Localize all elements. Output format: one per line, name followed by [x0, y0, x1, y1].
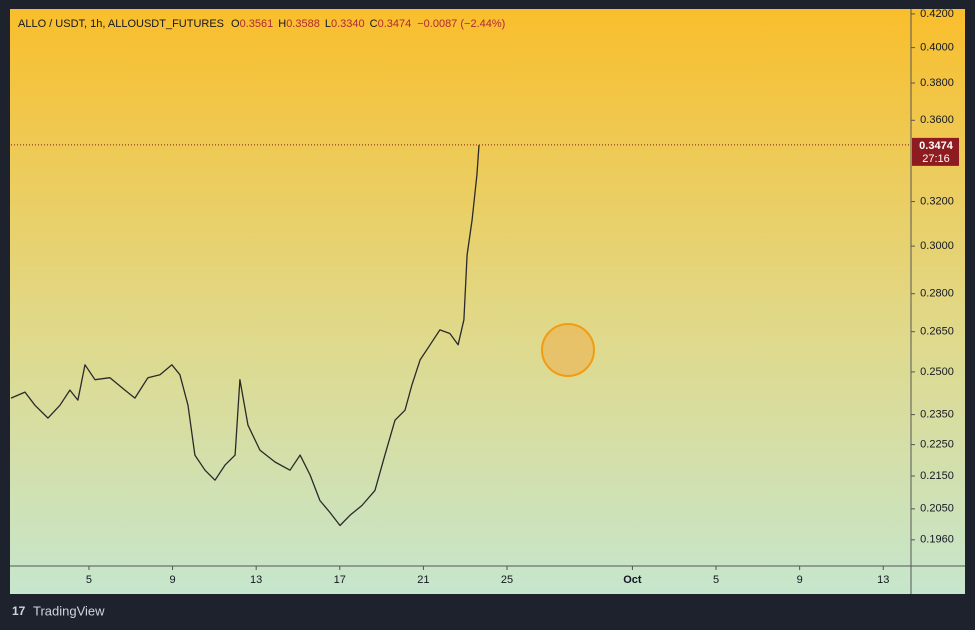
y-tick-label: 0.3600 [920, 114, 954, 126]
brand: TradingView [33, 603, 105, 618]
x-tick-label: Oct [623, 574, 642, 586]
x-tick-label: 13 [877, 574, 889, 586]
x-tick-label: 13 [250, 574, 262, 586]
highlight-circle [541, 323, 595, 377]
y-tick-label: 0.2350 [920, 409, 954, 421]
last-price-label: 0.3474 [919, 140, 954, 152]
y-tick-label: 0.1960 [920, 534, 954, 546]
x-tick-label: 5 [86, 574, 92, 586]
x-tick-label: 9 [170, 574, 176, 586]
y-tick-label: 0.2800 [920, 288, 954, 300]
y-tick-label: 0.3000 [920, 240, 954, 252]
y-tick-label: 0.4000 [920, 42, 954, 54]
y-tick-label: 0.3200 [920, 195, 954, 207]
x-tick-label: 9 [797, 574, 803, 586]
brand-logo: 17 [12, 604, 26, 618]
ohlc-key: O [231, 18, 240, 30]
ohlc-key: H [278, 18, 286, 30]
y-tick-label: 0.2500 [920, 366, 954, 378]
last-price-box [912, 137, 959, 166]
y-tick-label: 0.2150 [920, 470, 954, 482]
symbol: ALLO / USDT, 1h, ALLOUSDT_FUTURES [18, 18, 224, 30]
y-tick-label: 0.4200 [920, 8, 954, 20]
chart-header: ALLO / USDT, 1h, ALLOUSDT_FUTURES O0.3561… [18, 18, 505, 30]
ohlc-value: 0.3340 [331, 18, 365, 30]
x-tick-label: 21 [417, 574, 429, 586]
y-tick-label: 0.2650 [920, 326, 954, 338]
x-tick-label: 25 [501, 574, 513, 586]
y-tick-label: 0.2250 [920, 439, 954, 451]
ohlc-key: L [325, 18, 331, 30]
x-tick-label: 17 [334, 574, 346, 586]
y-tick-label: 0.3800 [920, 77, 954, 89]
x-tick-label: 5 [713, 574, 719, 586]
price-line [10, 144, 480, 527]
ohlc-value: 0.3588 [286, 18, 320, 30]
ohlc-key: C [370, 18, 378, 30]
y-tick-label: 0.2050 [920, 503, 954, 515]
ohlc-value: 0.3561 [240, 18, 274, 30]
ohlc-value: 0.3474 [378, 18, 412, 30]
plot-background [10, 9, 965, 594]
change: −0.0087 (−2.44%) [417, 18, 505, 30]
countdown: 27:16 [922, 153, 950, 165]
